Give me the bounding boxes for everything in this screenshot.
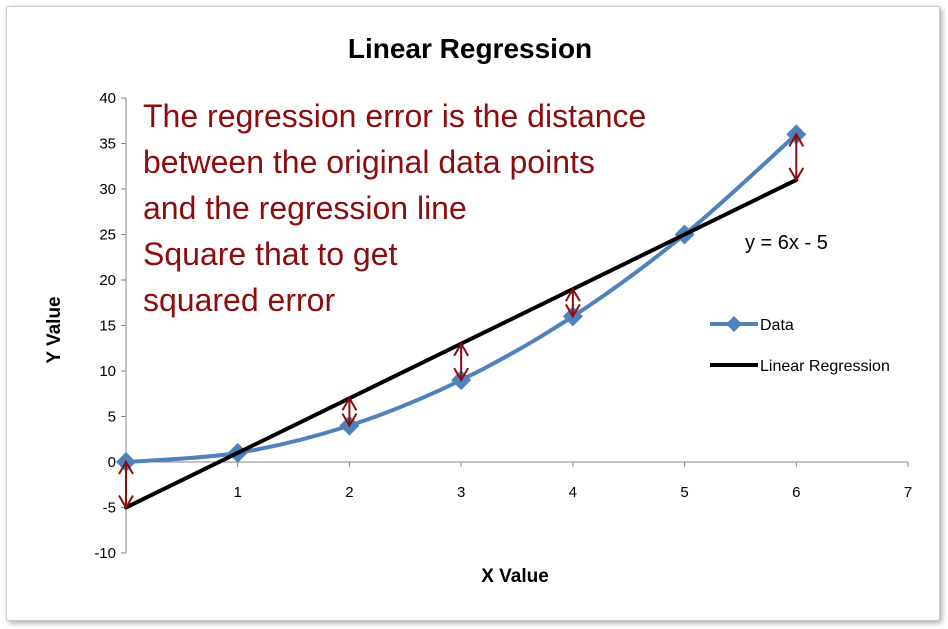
error-arrow-head-bottom	[453, 367, 470, 383]
legend: Data Linear Regression	[710, 316, 890, 375]
y-tick-label: 20	[99, 272, 116, 289]
y-tick-label: 30	[99, 181, 116, 198]
error-arrow	[341, 396, 358, 428]
y-tick-label: 25	[99, 227, 116, 244]
error-arrow-head-bottom	[788, 167, 805, 182]
error-arrow-head-top	[453, 341, 470, 357]
x-tick-label: 1	[234, 484, 242, 501]
y-tick-label: -10	[94, 545, 116, 562]
error-arrows	[118, 132, 805, 510]
y-tick-label: 40	[99, 90, 116, 107]
annotation-line: The regression error is the distance	[143, 98, 646, 134]
chart-title: Linear Regression	[348, 33, 592, 64]
annotation-line: between the original data points	[143, 144, 595, 180]
error-arrow-head-top	[118, 460, 134, 475]
x-tick-label: 7	[904, 484, 912, 501]
x-tick-label: 3	[457, 484, 465, 501]
chart-frame	[6, 6, 940, 621]
y-tick-label: -5	[103, 500, 116, 517]
annotation-line: squared error	[143, 282, 335, 318]
y-tick-label: 5	[108, 409, 116, 426]
y-tick-label: 15	[99, 318, 116, 335]
error-arrow-head-top	[341, 396, 358, 411]
error-arrow	[564, 287, 581, 319]
error-arrow-head-bottom	[341, 413, 358, 428]
legend-data-marker	[726, 316, 742, 332]
annotation-line: Square that to get	[143, 236, 398, 272]
x-axis-title: X Value	[481, 566, 549, 587]
x-tick-label: 6	[792, 484, 800, 501]
legend-data-label: Data	[760, 317, 794, 334]
error-arrow-head-top	[788, 132, 805, 147]
y-axis-title: Y Value	[44, 296, 65, 363]
y-tick-label: 35	[99, 136, 116, 153]
regression-equation: y = 6x - 5	[745, 232, 828, 254]
annotation-line: and the regression line	[143, 190, 467, 226]
y-tick-label: 0	[108, 454, 116, 471]
x-tick-label: 4	[569, 484, 577, 501]
error-arrow	[118, 460, 134, 510]
annotation-text: The regression error is the distance betw…	[143, 98, 646, 318]
error-arrow-head-top	[564, 287, 581, 302]
error-arrow	[453, 341, 470, 383]
error-arrow-head-bottom	[118, 494, 134, 510]
legend-regression-label: Linear Regression	[760, 358, 890, 375]
error-arrow-head-bottom	[564, 303, 581, 319]
y-tick-label: 10	[99, 363, 116, 380]
error-arrow	[788, 132, 805, 182]
x-tick-label: 5	[680, 484, 688, 501]
x-tick-label: 2	[345, 484, 353, 501]
